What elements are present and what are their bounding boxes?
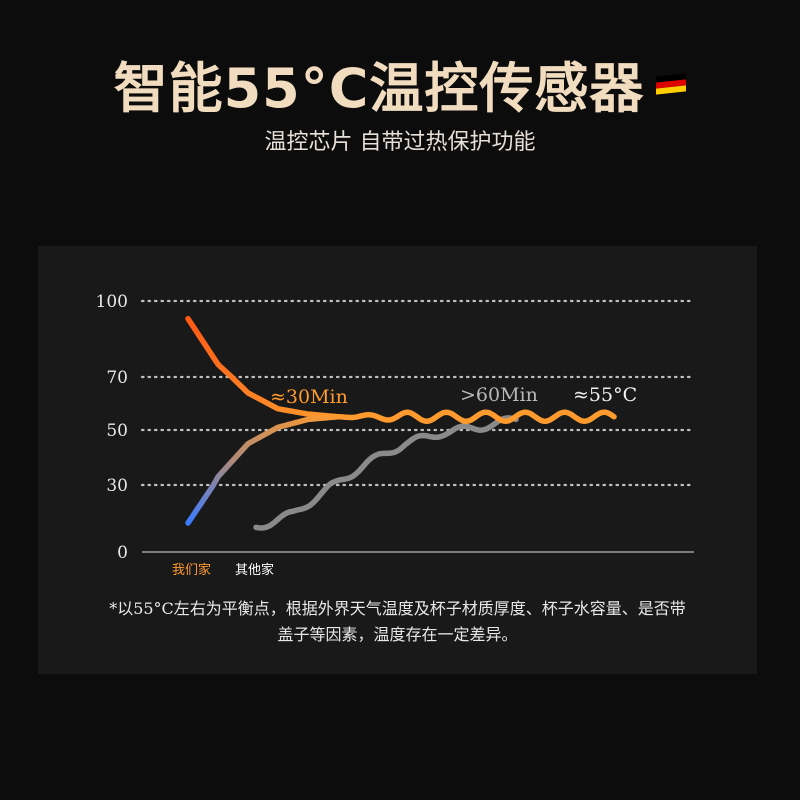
series-ours-warming-line bbox=[185, 414, 341, 526]
germany-flag-icon bbox=[656, 73, 687, 95]
y-tick-labels: 100 70 50 30 0 bbox=[96, 292, 128, 563]
flag-stripe-gold bbox=[656, 85, 687, 95]
page-subtitle: 温控芯片 自带过热保护功能 bbox=[264, 130, 536, 155]
legend-others: 其他家 bbox=[235, 562, 274, 578]
page-title: 智能55°C温控传感器 bbox=[0, 44, 800, 123]
series-others-line bbox=[253, 415, 519, 531]
chart-panel: 100 70 50 30 0 ≈30Min >60Min ≈55°C 我们家 其他家 *… bbox=[38, 246, 757, 674]
y-tick-100: 100 bbox=[96, 292, 128, 312]
footnote-line-1: *以55°C左右为平衡点，根据外界天气温度及杯子材质厚度、杯子水容量、是否带 bbox=[109, 599, 686, 618]
series-ours-holding-line bbox=[335, 409, 617, 425]
series-curves bbox=[185, 315, 617, 531]
y-tick-0: 0 bbox=[117, 543, 128, 563]
annotation-55c: ≈55°C bbox=[573, 384, 637, 406]
footnote-line-2: 盖子等因素，温度存在一定差异。 bbox=[277, 625, 518, 644]
y-tick-70: 70 bbox=[106, 368, 128, 388]
legend-ours: 我们家 bbox=[172, 562, 211, 578]
title-text: 智能55°C温控传感器 bbox=[113, 57, 645, 120]
annotation-30min: ≈30Min bbox=[270, 386, 348, 408]
footnote: *以55°C左右为平衡点，根据外界天气温度及杯子材质厚度、杯子水容量、是否带 盖… bbox=[38, 596, 757, 648]
y-tick-30: 30 bbox=[106, 476, 128, 496]
temperature-chart: 100 70 50 30 0 ≈30Min >60Min ≈55°C 我们家 其他家 bbox=[96, 292, 696, 578]
series-ours-cooling-line bbox=[185, 315, 341, 420]
annotation-60min: >60Min bbox=[460, 384, 538, 406]
y-tick-50: 50 bbox=[106, 421, 128, 441]
